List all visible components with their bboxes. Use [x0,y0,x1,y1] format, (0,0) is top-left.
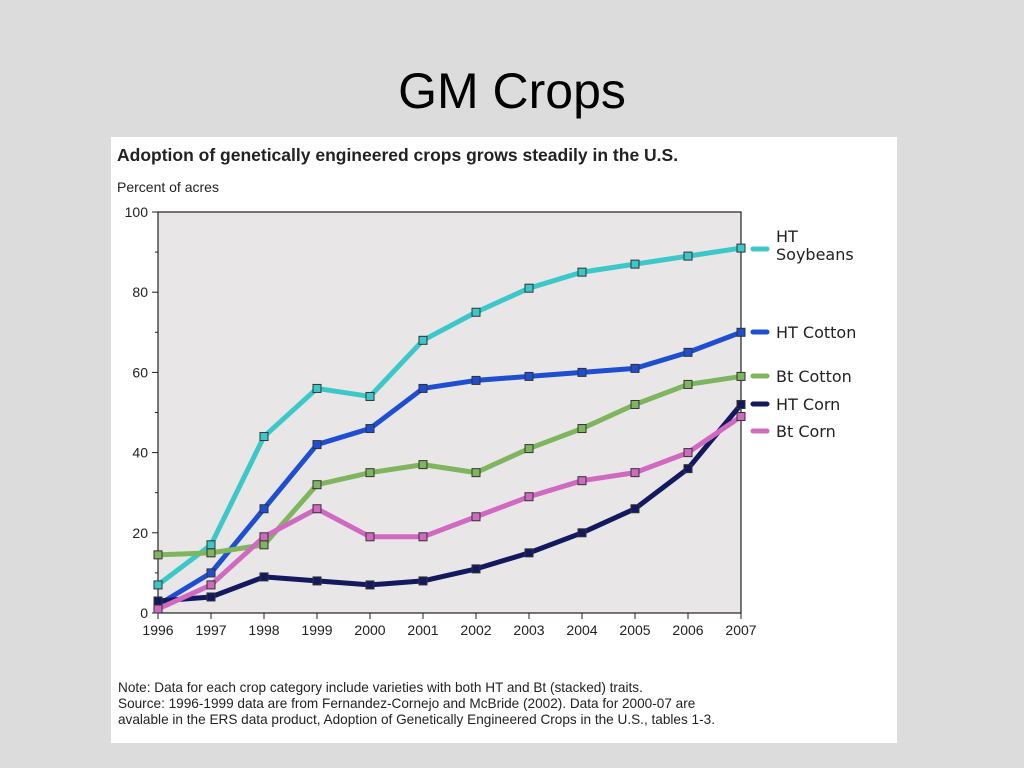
legend-label: Bt Corn [776,422,836,441]
slide-title: GM Crops [398,63,626,119]
x-tick-label: 1999 [301,622,332,638]
data-point [683,379,693,389]
data-point [312,383,322,393]
chart-figure: 0 20 40 60 80 100 1996 1997 1998 1999 2000 2001 2002… [111,137,897,743]
data-point [206,580,216,590]
x-tick-label: 2006 [672,622,703,638]
legend-label: HT [776,227,798,246]
data-point [683,347,693,357]
data-point [259,532,269,542]
legend-label: HT Cotton [776,323,856,342]
data-point [524,371,534,381]
source-line: Source: 1996-1999 data are from Fernande… [118,696,696,711]
data-point [577,424,587,434]
x-tick-label: 2004 [566,622,597,638]
data-point [312,440,322,450]
data-point [418,576,428,586]
data-point [259,504,269,514]
data-point [577,367,587,377]
data-point [312,576,322,586]
x-tick-label: 2000 [354,622,385,638]
data-point [153,596,163,606]
data-point [630,399,640,409]
x-tick-label: 1998 [248,622,279,638]
note-line: Note: Data for each crop category includ… [118,680,643,695]
x-tick-label: 1997 [195,622,226,638]
y-tick-label: 80 [132,284,148,300]
data-point [206,592,216,602]
series-line [155,245,744,588]
chart-title: Adoption of genetically engineered crops… [117,145,679,165]
data-point [630,363,640,373]
data-point [365,532,375,542]
data-point [259,572,269,582]
data-point [630,468,640,478]
data-point [524,444,534,454]
data-point [418,335,428,345]
data-point [312,504,322,514]
data-point [471,375,481,385]
data-point [683,251,693,261]
data-point [418,383,428,393]
data-point [365,468,375,478]
series-line [155,329,744,608]
data-point [312,480,322,490]
data-point [524,283,534,293]
data-point [471,468,481,478]
x-tick-label: 2002 [460,622,491,638]
line-chart: 0 20 40 60 80 100 1996 1997 1998 1999 2000 2001 2002… [125,204,857,638]
x-tick-label: 2007 [725,622,756,638]
x-tick-label: 2001 [407,622,438,638]
source-line-continued: avalable in the ERS data product, Adopti… [118,712,715,727]
data-point [153,580,163,590]
data-point [153,604,163,614]
data-point [524,492,534,502]
y-tick-label: 0 [140,605,148,621]
data-point [736,243,746,253]
data-point [630,259,640,269]
data-point [736,399,746,409]
legend-label: HT Corn [776,395,840,414]
data-point [577,528,587,538]
legend-label: Soybeans [776,245,854,264]
series-line [155,401,744,604]
y-axis-label: Percent of acres [117,179,219,195]
chart-note: Note: Data for each crop category includ… [118,680,715,728]
data-point [206,548,216,558]
y-tick-label: 40 [132,445,148,461]
x-tick-label: 1996 [142,622,173,638]
data-point [736,327,746,337]
series-line [155,414,744,612]
y-tick-label: 100 [125,204,149,220]
data-point [471,307,481,317]
data-point [418,460,428,470]
data-point [736,412,746,422]
data-point [153,550,163,560]
data-point [206,540,216,550]
data-point [524,548,534,558]
data-point [683,448,693,458]
y-tick-label: 20 [132,525,148,541]
x-tick-label: 2005 [619,622,650,638]
data-point [365,391,375,401]
data-point [365,580,375,590]
data-point [577,267,587,277]
data-point [630,504,640,514]
legend-label: Bt Cotton [776,367,852,386]
data-point [471,564,481,574]
x-tick-label: 2003 [513,622,544,638]
data-point [259,432,269,442]
data-point [577,476,587,486]
data-point [683,464,693,474]
data-point [365,424,375,434]
y-tick-label: 60 [132,364,148,380]
data-point [206,568,216,578]
data-point [471,512,481,522]
data-point [736,371,746,381]
data-point [418,532,428,542]
data-point [259,540,269,550]
